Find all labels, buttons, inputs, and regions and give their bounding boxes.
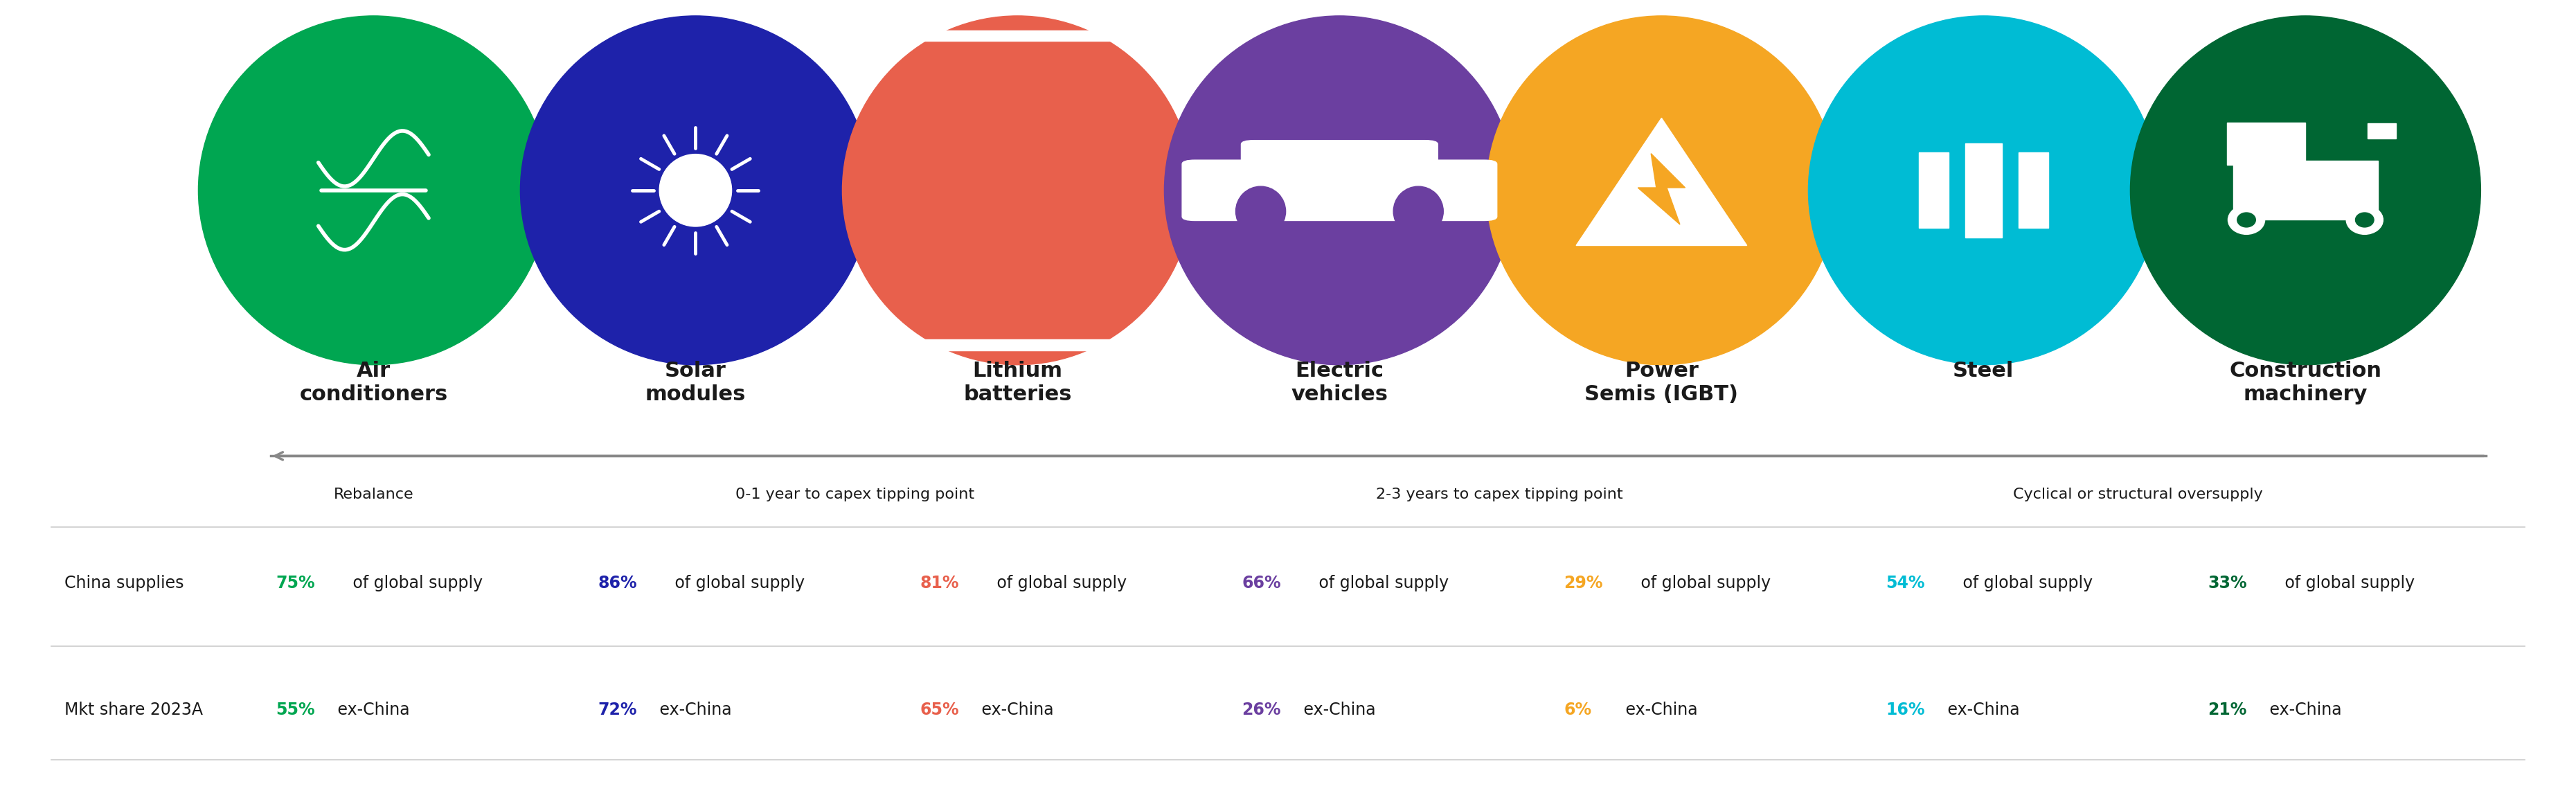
Text: Air
conditioners: Air conditioners	[299, 361, 448, 404]
FancyBboxPatch shape	[2367, 123, 2396, 139]
Text: ex-China: ex-China	[976, 702, 1054, 718]
Text: 2-3 years to capex tipping point: 2-3 years to capex tipping point	[1376, 488, 1623, 501]
Text: 66%: 66%	[1242, 575, 1280, 591]
Ellipse shape	[1236, 186, 1285, 236]
FancyBboxPatch shape	[2233, 161, 2378, 220]
Text: of global supply: of global supply	[992, 575, 1126, 591]
Text: Construction
machinery: Construction machinery	[2228, 361, 2383, 404]
Text: 0-1 year to capex tipping point: 0-1 year to capex tipping point	[737, 488, 974, 501]
Ellipse shape	[520, 16, 871, 365]
FancyBboxPatch shape	[2020, 152, 2048, 228]
Ellipse shape	[659, 154, 732, 227]
Text: 72%: 72%	[598, 702, 636, 718]
Text: Mkt share 2023A: Mkt share 2023A	[64, 702, 204, 718]
Text: Solar
modules: Solar modules	[644, 361, 747, 404]
Text: 26%: 26%	[1242, 702, 1280, 718]
Text: of global supply: of global supply	[348, 575, 482, 591]
Text: ex-China: ex-China	[654, 702, 732, 718]
Text: of global supply: of global supply	[1314, 575, 1448, 591]
Text: 21%: 21%	[2208, 702, 2246, 718]
Text: 75%: 75%	[276, 575, 314, 591]
Polygon shape	[1577, 118, 1747, 246]
Text: 33%: 33%	[2208, 575, 2246, 591]
Text: Cyclical or structural oversupply: Cyclical or structural oversupply	[2014, 488, 2262, 501]
FancyBboxPatch shape	[873, 339, 1162, 351]
Text: 54%: 54%	[1886, 575, 1924, 591]
FancyBboxPatch shape	[873, 30, 1162, 41]
Text: Lithium
batteries: Lithium batteries	[963, 361, 1072, 404]
Text: 65%: 65%	[920, 702, 958, 718]
Text: of global supply: of global supply	[1958, 575, 2092, 591]
Text: of global supply: of global supply	[670, 575, 804, 591]
Text: ex-China: ex-China	[1942, 702, 2020, 718]
Text: China supplies: China supplies	[64, 575, 183, 591]
Text: 55%: 55%	[276, 702, 314, 718]
Ellipse shape	[2236, 213, 2257, 227]
Text: Rebalance: Rebalance	[332, 488, 415, 501]
Ellipse shape	[2347, 205, 2383, 235]
Ellipse shape	[198, 16, 549, 365]
Text: 86%: 86%	[598, 575, 636, 591]
Ellipse shape	[1808, 16, 2159, 365]
FancyBboxPatch shape	[1919, 152, 1947, 228]
FancyBboxPatch shape	[2226, 123, 2306, 165]
Text: of global supply: of global supply	[2280, 575, 2414, 591]
Text: of global supply: of global supply	[1636, 575, 1770, 591]
Ellipse shape	[1394, 186, 1443, 236]
FancyBboxPatch shape	[1965, 143, 2002, 238]
Text: Steel: Steel	[1953, 361, 2014, 381]
Text: 16%: 16%	[1886, 702, 1924, 718]
Ellipse shape	[1486, 16, 1837, 365]
Ellipse shape	[2354, 213, 2375, 227]
Ellipse shape	[842, 16, 1193, 365]
FancyBboxPatch shape	[1242, 140, 1437, 194]
Text: ex-China: ex-China	[332, 702, 410, 718]
Text: 81%: 81%	[920, 575, 958, 591]
FancyBboxPatch shape	[873, 649, 1162, 659]
Ellipse shape	[1164, 16, 1515, 365]
Ellipse shape	[2130, 16, 2481, 365]
Text: ex-China: ex-China	[2264, 702, 2342, 718]
Text: 6%: 6%	[1564, 702, 1592, 718]
Ellipse shape	[2228, 205, 2264, 235]
Text: Power
Semis (IGBT): Power Semis (IGBT)	[1584, 361, 1739, 404]
Text: 29%: 29%	[1564, 575, 1602, 591]
Text: ex-China: ex-China	[1620, 702, 1698, 718]
Polygon shape	[1638, 154, 1685, 224]
Text: Electric
vehicles: Electric vehicles	[1291, 361, 1388, 404]
Text: ex-China: ex-China	[1298, 702, 1376, 718]
FancyBboxPatch shape	[1182, 160, 1497, 220]
